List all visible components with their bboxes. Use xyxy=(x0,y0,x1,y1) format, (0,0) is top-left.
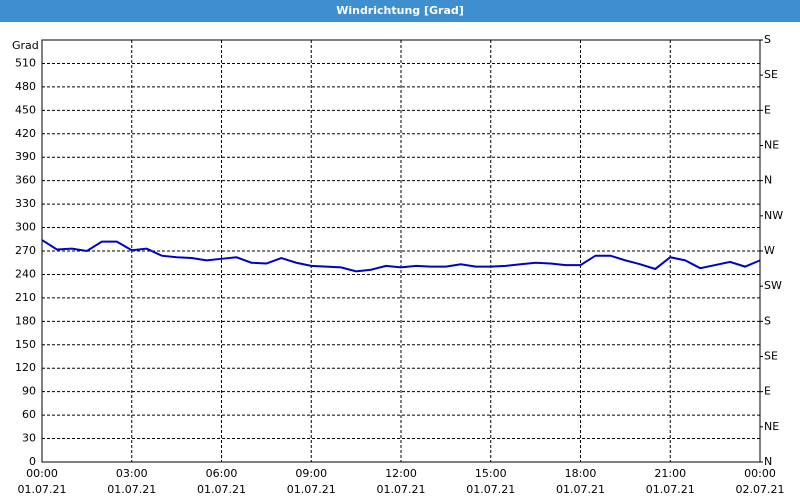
y-tick-label: 510 xyxy=(15,56,36,69)
x-tick-label: 09:00 xyxy=(295,467,327,480)
title-bar: Windrichtung [Grad] xyxy=(0,0,800,22)
y-tick-label: 150 xyxy=(15,338,36,351)
x-tick-date: 02.07.21 xyxy=(736,483,785,496)
y-tick-label: 450 xyxy=(15,103,36,116)
y-tick-label: 60 xyxy=(22,408,36,421)
chart: Grad 0 30 60 90 120 150 180 210 240 270 300 330 360 3… xyxy=(12,33,785,496)
y2-tick-label: SE xyxy=(764,68,778,81)
x-tick-date: 01.07.21 xyxy=(287,483,336,496)
y-tick-label: 390 xyxy=(15,150,36,163)
y2-tick-label: N xyxy=(764,174,772,187)
x-tick-date: 01.07.21 xyxy=(18,483,67,496)
x-tick-label: 15:00 xyxy=(475,467,507,480)
x-tick-label: 18:00 xyxy=(565,467,597,480)
x-tick-label: 06:00 xyxy=(206,467,238,480)
y-tick-label: 330 xyxy=(15,197,36,210)
x-tick-date: 01.07.21 xyxy=(556,483,605,496)
x-tick-date: 01.07.21 xyxy=(466,483,515,496)
y2-tick-label: S xyxy=(764,33,771,46)
x-tick-date: 01.07.21 xyxy=(197,483,246,496)
y2-tick-label: E xyxy=(764,385,771,398)
x-tick-date: 01.07.21 xyxy=(107,483,156,496)
y2-tick-label: N xyxy=(764,455,772,468)
y2-tick-label: S xyxy=(764,314,771,327)
y-tick-label: 480 xyxy=(15,80,36,93)
y-tick-label: 240 xyxy=(15,267,36,280)
data-line xyxy=(41,239,761,273)
x-tick-label: 12:00 xyxy=(385,467,417,480)
y-tick-label: 360 xyxy=(15,174,36,187)
y-tick-label: 0 xyxy=(29,455,36,468)
y2-tick-label: SW xyxy=(764,279,782,292)
x-tick-label: 03:00 xyxy=(116,467,148,480)
y-tick-label: 120 xyxy=(15,361,36,374)
x-tick-label: 21:00 xyxy=(654,467,686,480)
y-tick-label: 270 xyxy=(15,244,36,257)
y-axis-label: Grad xyxy=(12,39,39,52)
y-tick-label: 300 xyxy=(15,221,36,234)
y-tick-label: 210 xyxy=(15,291,36,304)
y2-tick-label: NW xyxy=(764,209,783,222)
x-tick-label: 00:00 xyxy=(744,467,776,480)
x-tick-date: 01.07.21 xyxy=(377,483,426,496)
y-tick-label: 180 xyxy=(15,314,36,327)
y-tick-label: 90 xyxy=(22,385,36,398)
y2-tick-label: W xyxy=(764,244,775,257)
y-tick-label: 420 xyxy=(15,127,36,140)
y2-tick-label: NE xyxy=(764,139,779,152)
y2-tick-label: E xyxy=(764,103,771,116)
y2-tick-label: SE xyxy=(764,350,778,363)
y2-tick-label: NE xyxy=(764,420,779,433)
x-tick-date: 01.07.21 xyxy=(646,483,695,496)
y-tick-label: 30 xyxy=(22,432,36,445)
x-tick-label: 00:00 xyxy=(26,467,58,480)
